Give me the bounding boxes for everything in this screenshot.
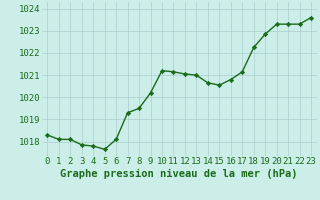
X-axis label: Graphe pression niveau de la mer (hPa): Graphe pression niveau de la mer (hPa) (60, 169, 298, 179)
